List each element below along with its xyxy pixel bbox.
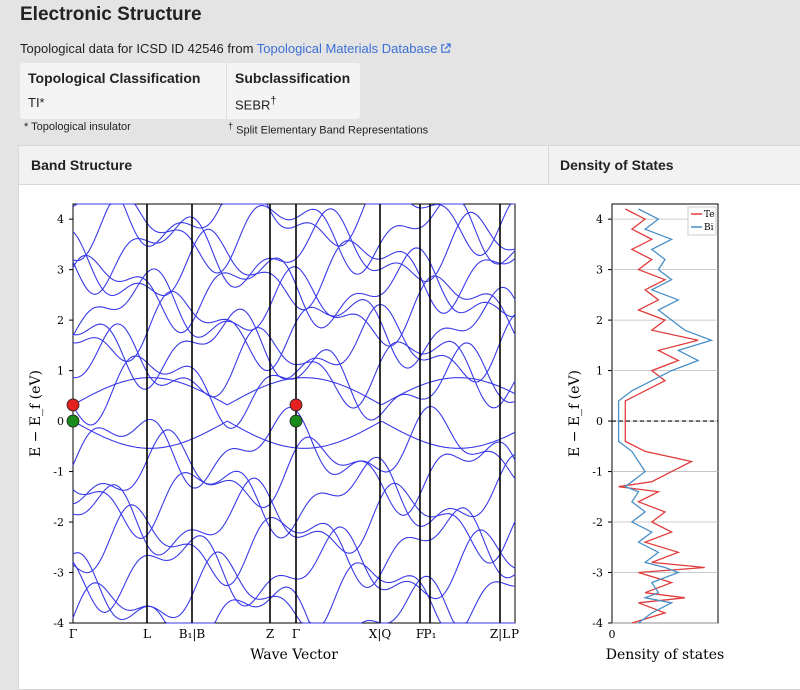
subclassification-column: Subclassification SEBR† [226,63,361,119]
footnote-sebr: † Split Elementary Band Representations [228,121,428,137]
subclassification-value: SEBR† [235,95,276,112]
band-structure-title: Band Structure [31,157,133,173]
dagger-mark: † [228,121,234,131]
density-of-states-title: Density of States [560,157,674,173]
panel-header: Band Structure Density of States [19,146,800,185]
electronic-structure-panel: Band Structure Density of States [18,145,800,690]
topological-classification-header: Topological Classification [28,70,201,86]
topo-text: Topological data for ICSD ID 42546 from [20,41,257,56]
dagger-mark: † [270,95,277,107]
subclassification-header: Subclassification [235,70,351,86]
external-link-icon [441,43,452,53]
topological-classification-column: Topological Classification TI* [20,63,226,119]
subclassification-text: SEBR [235,97,271,113]
classification-table: Topological Classification TI* Subclassi… [20,63,360,119]
topological-data-line: Topological data for ICSD ID 42546 from … [20,41,452,56]
footnote-sebr-text: Split Elementary Band Representations [233,124,429,137]
topological-database-link[interactable]: Topological Materials Database [257,41,452,56]
footnote-topological-insulator: * Topological insulator [24,121,131,133]
header-divider [548,146,549,184]
topological-classification-value: TI* [28,95,45,110]
page-title: Electronic Structure [20,4,202,25]
topo-link-label: Topological Materials Database [256,41,438,56]
